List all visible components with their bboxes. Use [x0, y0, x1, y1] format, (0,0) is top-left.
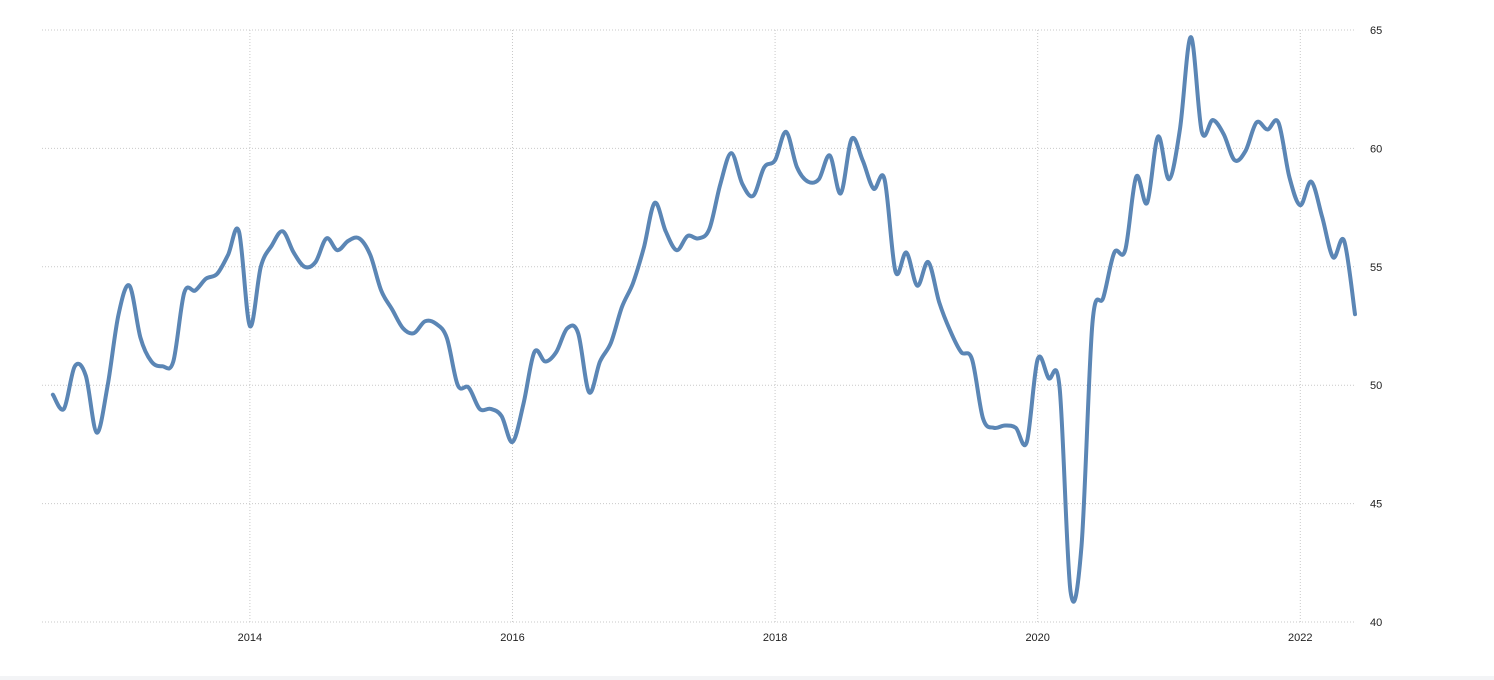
x-tick-label: 2022 [1288, 632, 1312, 644]
x-tick-label: 2014 [238, 632, 262, 644]
y-tick-label: 65 [1370, 25, 1382, 37]
y-tick-label: 45 [1370, 499, 1382, 511]
y-axis-tick-labels: 40 45 50 55 60 65 [1370, 25, 1382, 629]
y-tick-label: 40 [1370, 617, 1382, 629]
series-layer [50, 35, 1357, 604]
y-tick-label: 50 [1370, 380, 1382, 392]
grid-lines [42, 29, 1355, 623]
y-tick-label: 60 [1370, 143, 1382, 155]
x-tick-label: 2018 [763, 632, 787, 644]
x-tick-label: 2016 [500, 632, 524, 644]
x-tick-label: 2020 [1025, 632, 1049, 644]
y-tick-label: 55 [1370, 262, 1382, 274]
bottom-divider [0, 676, 1494, 680]
series-line [50, 35, 1357, 604]
x-axis-tick-labels: 2014 2016 2018 2020 2022 [238, 632, 1313, 644]
